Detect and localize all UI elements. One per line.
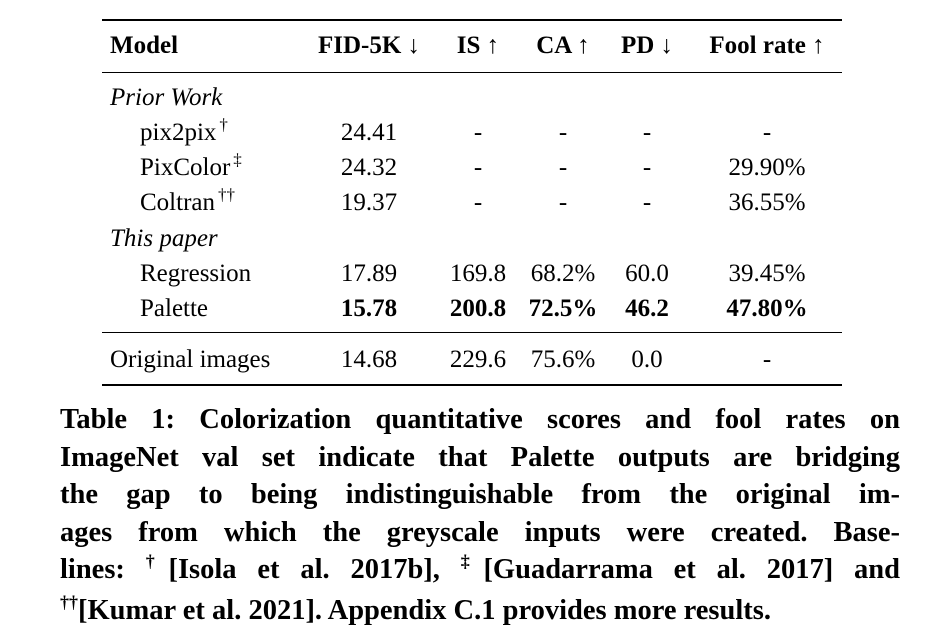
row-model-name: Palette <box>140 295 209 322</box>
row-model-name: pix2pix † <box>140 115 228 146</box>
cell-fid: 24.32 <box>340 154 398 181</box>
cell-fool-rate: 39.45% <box>728 260 806 287</box>
cell-fid: 19.37 <box>340 189 398 216</box>
cell-fool-rate: 47.80% <box>726 295 808 322</box>
row-model-name: Original images <box>110 346 271 373</box>
cell-pd: 60.0 <box>625 260 669 287</box>
cell-fid: 15.78 <box>340 295 398 322</box>
cell-ca: 72.5% <box>528 295 598 322</box>
table-bottom-rule <box>102 384 842 386</box>
cell-is: - <box>473 119 483 146</box>
header-ca: CA ↑ <box>536 32 590 59</box>
caption-line: ImageNet val set indicate that Palette o… <box>60 441 900 473</box>
header-is: IS ↑ <box>456 32 500 59</box>
header-model: Model <box>110 32 179 59</box>
row-model-name: PixColor ‡ <box>140 150 242 181</box>
cell-ca: - <box>558 154 568 181</box>
cell-fid: 17.89 <box>340 260 398 287</box>
cell-is: 200.8 <box>449 295 507 322</box>
table-top-rule <box>102 19 842 21</box>
cell-fool-rate: - <box>762 346 772 373</box>
caption-line: lines: †[Isola et al. 2017b], ‡[Guadarra… <box>60 551 901 585</box>
cell-fool-rate: 29.90% <box>728 154 806 181</box>
cell-pd: - <box>642 154 652 181</box>
cell-fool-rate: - <box>762 119 772 146</box>
section-this-paper: This paper <box>110 225 218 252</box>
cell-fid: 24.41 <box>340 119 398 146</box>
cell-pd: - <box>642 189 652 216</box>
row-model-name: Coltran †† <box>140 185 235 216</box>
caption-line: ††[Kumar et al. 2021]. Appendix C.1 prov… <box>60 591 771 626</box>
cell-is: - <box>473 154 483 181</box>
cell-is: - <box>473 189 483 216</box>
cell-fid: 14.68 <box>340 346 398 373</box>
row-model-name: Regression <box>140 260 252 287</box>
cell-ca: - <box>558 189 568 216</box>
header-pd: PD ↓ <box>620 32 674 59</box>
header-fool-rate: Fool rate ↑ <box>709 32 825 59</box>
cell-is: 169.8 <box>449 260 507 287</box>
cell-ca: 68.2% <box>530 260 596 287</box>
table-caption: Table 1: Colorization quantitative score… <box>60 401 900 632</box>
cell-pd: - <box>642 119 652 146</box>
cell-fool-rate: 36.55% <box>728 189 806 216</box>
caption-line: the gap to being indistinguishable from … <box>60 479 900 510</box>
caption-line: ages from which the greyscale inputs wer… <box>60 516 900 548</box>
header-rule <box>102 72 842 73</box>
cell-pd: 0.0 <box>631 346 663 373</box>
mid-rule <box>102 332 842 333</box>
cell-ca: 75.6% <box>530 346 596 373</box>
header-fid: FID-5K ↓ <box>317 32 421 59</box>
cell-is: 229.6 <box>449 346 507 373</box>
cell-ca: - <box>558 119 568 146</box>
section-prior-work: Prior Work <box>110 84 223 111</box>
caption-line: Table 1: Colorization quantitative score… <box>60 404 900 435</box>
cell-pd: 46.2 <box>625 295 669 322</box>
